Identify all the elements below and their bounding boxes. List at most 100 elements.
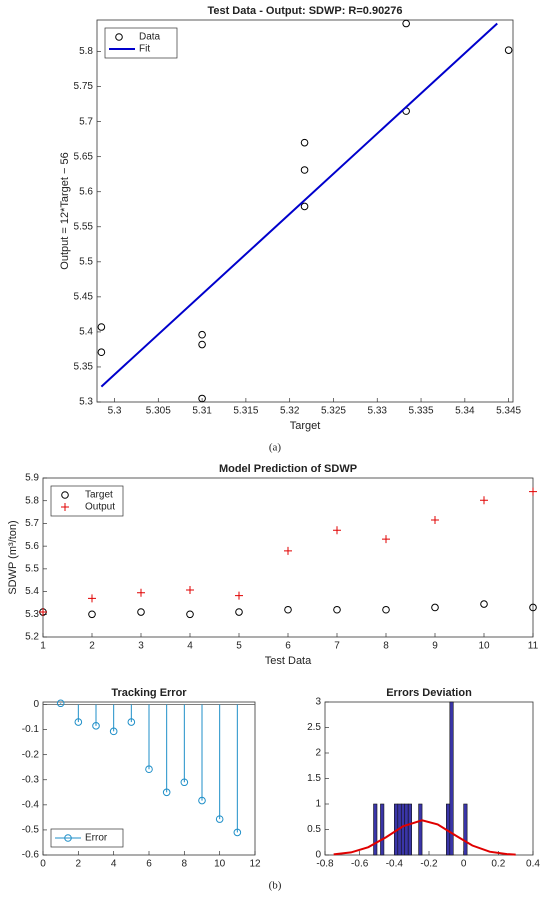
legend-box	[104, 27, 178, 59]
histogram-bar	[400, 803, 406, 856]
chart-panel: Model Prediction of SDWP Test Data SDWP (m…	[7, 463, 539, 892]
data-point	[529, 487, 537, 496]
data-point	[74, 718, 83, 726]
y-tick-label: 0	[315, 850, 321, 861]
legend-box	[50, 828, 124, 848]
y-tick-label: -0.3	[22, 774, 40, 785]
data-point	[162, 788, 171, 797]
y-tick-label: 5.7	[79, 116, 93, 127]
data-point	[235, 591, 243, 600]
y-tick-label: -0.5	[22, 825, 40, 836]
legend-swatch	[64, 834, 72, 842]
y-tick-label: 5.3	[25, 609, 39, 620]
data-point	[333, 605, 341, 614]
legend-label: Fit	[139, 44, 150, 55]
y-tick-label: 5.4	[79, 327, 93, 338]
x-tick-label: 0	[40, 859, 46, 870]
plot-area	[42, 477, 534, 638]
x-tick-label: 2	[76, 859, 82, 870]
x-tick-label: 10	[478, 641, 490, 652]
x-tick-label: 0	[461, 859, 467, 870]
y-tick-label: 5.8	[25, 495, 39, 506]
data-point	[504, 46, 513, 54]
histogram-bar	[380, 803, 385, 856]
data-point	[180, 778, 189, 787]
y-axis-label: Output = 12*Target − 56	[59, 152, 71, 269]
x-tick-label: 5.31	[192, 406, 212, 417]
chart-panel: Test Data - Output: SDWP: R=0.90276 Targe…	[59, 5, 522, 454]
x-tick-label: 5.34	[455, 406, 475, 417]
legend-box	[50, 485, 124, 517]
x-tick-label: 7	[334, 641, 340, 652]
legend-label: Error	[85, 833, 108, 844]
y-tick-label: 5.7	[25, 518, 39, 529]
data-point	[198, 796, 206, 805]
data-point	[300, 138, 309, 147]
x-tick-label: -0.4	[386, 859, 404, 870]
chart-panel: Errors Deviation -0.8 -0.6 -0.4 -0.2 0 0.2 0.4 0…	[307, 687, 540, 870]
y-axis-label: SDWP (m³/ton)	[7, 520, 19, 594]
legend-label: Output	[85, 502, 115, 513]
y-tick-label: 0	[33, 699, 39, 710]
data-point	[233, 828, 242, 837]
data-point	[198, 330, 206, 339]
data-point	[92, 722, 100, 730]
x-tick-label: 5.3	[108, 406, 122, 417]
x-tick-label: 5.335	[409, 406, 434, 417]
y-tick-label: 2.5	[307, 722, 321, 733]
histogram-bar	[449, 701, 454, 856]
y-tick-label: 5.45	[74, 292, 94, 303]
x-tick-label: -0.8	[316, 859, 334, 870]
plot-area	[96, 19, 514, 403]
data-point	[300, 202, 309, 211]
x-tick-label: 5.325	[321, 406, 346, 417]
x-tick-label: -0.2	[420, 859, 438, 870]
y-tick-label: 3	[315, 697, 321, 708]
data-point	[402, 19, 410, 28]
y-tick-label: 5.65	[74, 151, 94, 162]
data-point	[431, 603, 439, 612]
data-point	[284, 546, 292, 555]
x-tick-label: 1	[40, 641, 46, 652]
chart-panel: Tracking Error 0 2 4 6 8 10 12 0 -0.1 -0.2 -0.3 -0.4…	[22, 687, 261, 870]
x-tick-label: 5.345	[496, 406, 521, 417]
y-tick-label: 1	[315, 799, 321, 810]
caption: (a)	[269, 442, 282, 454]
y-tick-label: 5.5	[79, 256, 93, 267]
data-point	[88, 594, 96, 603]
x-tick-label: -0.6	[351, 859, 369, 870]
x-tick-label: 5.315	[233, 406, 258, 417]
x-tick-label: 2	[89, 641, 95, 652]
data-point	[198, 340, 206, 349]
y-tick-label: 5.4	[25, 586, 39, 597]
x-tick-label: 12	[249, 859, 261, 870]
y-tick-label: 5.8	[79, 46, 93, 57]
x-axis-label: Target	[290, 420, 321, 432]
y-tick-label: 5.6	[79, 186, 93, 197]
x-tick-label: 6	[285, 641, 291, 652]
y-tick-label: -0.2	[22, 749, 40, 760]
x-tick-label: 6	[146, 859, 152, 870]
data-point	[137, 608, 145, 616]
fit-line	[333, 819, 516, 856]
y-tick-label: 5.9	[25, 473, 39, 484]
data-point	[97, 348, 106, 357]
data-point	[300, 166, 309, 174]
data-point	[431, 516, 439, 525]
y-tick-label: 5.55	[74, 221, 94, 232]
y-tick-label: -0.4	[22, 799, 40, 810]
y-tick-label: 0.5	[307, 824, 321, 835]
data-point	[198, 394, 206, 403]
y-tick-label: 5.75	[74, 81, 94, 92]
data-point	[529, 603, 537, 612]
data-point	[186, 610, 194, 619]
data-point	[39, 608, 47, 617]
data-point	[145, 765, 153, 774]
data-point	[88, 610, 96, 619]
x-tick-label: 10	[214, 859, 226, 870]
histogram-bar	[418, 803, 423, 856]
data-point	[109, 727, 118, 736]
y-tick-label: 5.35	[74, 362, 94, 373]
x-tick-label: 8	[383, 641, 389, 652]
